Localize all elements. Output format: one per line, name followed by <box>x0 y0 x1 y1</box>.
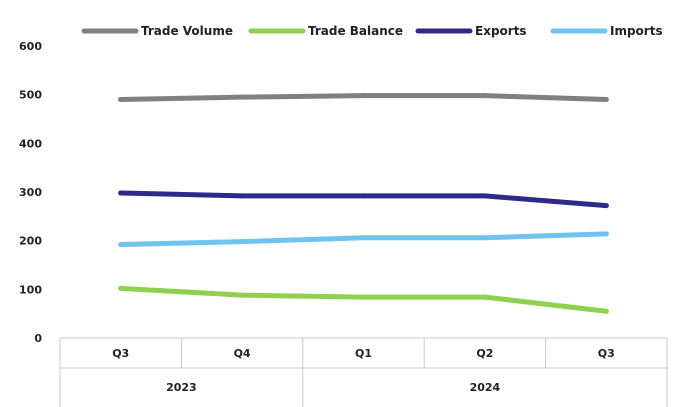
legend: Trade Volume Trade Balance Exports Imports <box>81 24 663 38</box>
x-tick-label: Q2 <box>476 347 493 360</box>
y-axis: 0 100 200 300 400 500 600 <box>19 40 42 345</box>
y-tick-label: 400 <box>19 137 42 150</box>
x-tick-label: Q3 <box>598 347 615 360</box>
x-group-label: 2024 <box>470 381 501 394</box>
data-point-trade-volume <box>482 93 488 99</box>
data-point-exports <box>603 203 609 209</box>
data-point-trade-balance <box>118 285 124 291</box>
data-point-imports <box>603 231 609 237</box>
data-point-imports <box>482 235 488 241</box>
data-point-imports <box>239 239 245 245</box>
data-point-trade-balance <box>482 294 488 300</box>
data-point-imports <box>361 235 366 241</box>
x-tick-label: Q3 <box>112 347 129 360</box>
data-point-trade-volume <box>603 97 609 103</box>
data-point-trade-volume <box>239 94 245 100</box>
y-tick-label: 600 <box>19 40 42 53</box>
data-point-trade-balance <box>603 308 609 314</box>
series-line-trade-balance <box>118 285 609 314</box>
data-point-trade-balance <box>239 292 245 298</box>
data-point-exports <box>118 190 124 196</box>
data-point-trade-volume <box>118 97 124 103</box>
data-point-exports <box>361 193 366 199</box>
y-tick-label: 200 <box>19 235 42 248</box>
y-tick-label: 0 <box>34 332 42 345</box>
x-axis: Q3 Q4 Q1 Q2 Q3 2023 2024 <box>59 337 668 407</box>
legend-label-exports: Exports <box>475 24 527 38</box>
x-tick-label: Q4 <box>234 347 251 360</box>
legend-label-trade-balance: Trade Balance <box>308 24 403 38</box>
data-point-trade-balance <box>361 294 366 300</box>
y-tick-label: 300 <box>19 186 42 199</box>
data-point-trade-volume <box>361 93 366 99</box>
data-point-imports <box>118 242 124 248</box>
x-tick-label: Q1 <box>355 347 372 360</box>
data-point-exports <box>482 193 488 199</box>
legend-label-trade-volume: Trade Volume <box>141 24 233 38</box>
y-tick-label: 100 <box>19 283 42 296</box>
legend-label-imports: Imports <box>610 24 663 38</box>
series-group <box>118 93 609 314</box>
y-tick-label: 500 <box>19 89 42 102</box>
data-point-exports <box>239 193 245 199</box>
x-group-label: 2023 <box>166 381 197 394</box>
